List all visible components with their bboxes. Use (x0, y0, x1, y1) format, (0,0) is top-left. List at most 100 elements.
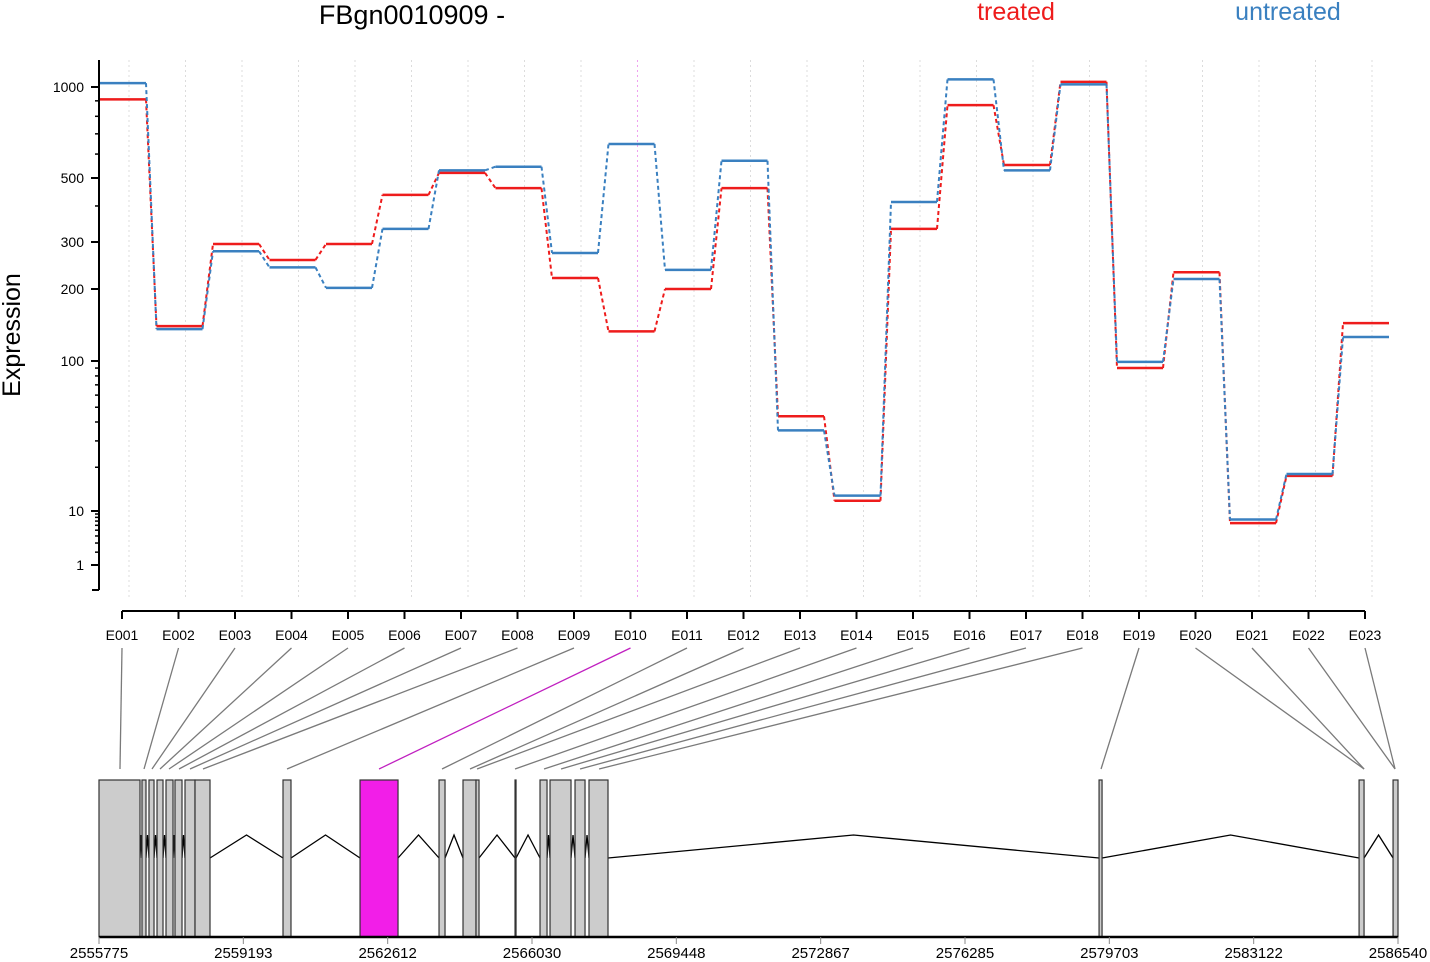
exon-box (141, 779, 147, 938)
connector-treated (314, 243, 327, 261)
connector-untreated (710, 160, 723, 270)
intron (515, 833, 541, 859)
connector-untreated (1331, 336, 1344, 475)
exon-connector-E004 (159, 647, 292, 770)
exon-box (184, 779, 196, 938)
exon-label-E021: E021 (1236, 627, 1269, 643)
connector-treated (936, 105, 949, 230)
exon-box (1392, 779, 1399, 938)
exon-connector-E017 (579, 647, 1027, 770)
exon-box (282, 779, 292, 938)
exon-box (165, 779, 174, 938)
intron (478, 833, 516, 859)
exon-connector-E021 (1251, 647, 1365, 770)
connector-untreated (1162, 278, 1175, 363)
exon-connector-E013 (476, 647, 801, 770)
intron (584, 834, 590, 859)
intron (1101, 834, 1360, 859)
exon-label-E012: E012 (727, 627, 760, 643)
exon-connector-E019 (1100, 647, 1140, 770)
connector-untreated (540, 166, 553, 254)
connector-untreated (1218, 278, 1231, 520)
connector-untreated (1105, 84, 1118, 362)
genomic-tick-label: 2569448 (647, 945, 705, 962)
connector-untreated (1275, 473, 1288, 520)
intron (570, 834, 576, 859)
intron (209, 834, 284, 859)
exon-label-E018: E018 (1066, 627, 1099, 643)
exon-box (194, 779, 211, 938)
exon-box (475, 779, 480, 938)
exon-label-E020: E020 (1179, 627, 1212, 643)
connector-untreated (201, 251, 214, 330)
genomic-tick-label: 2559193 (214, 945, 272, 962)
exon-connector-E005 (168, 647, 349, 770)
exon-box (514, 779, 517, 938)
connector-untreated (427, 170, 440, 230)
exon-connector-E009 (286, 647, 575, 770)
exon-label-E016: E016 (953, 627, 986, 643)
connector-untreated (992, 79, 1005, 171)
exon-label-E002: E002 (162, 627, 195, 643)
exon-box (359, 779, 399, 938)
intron (444, 833, 464, 859)
exon-label-E009: E009 (558, 627, 591, 643)
y-tick-label: 10 (68, 503, 84, 519)
exon-label-E004: E004 (275, 627, 308, 643)
genomic-tick-label: 2586540 (1369, 945, 1427, 962)
connector-treated (1275, 475, 1288, 524)
exon-box (539, 779, 548, 938)
connector-treated (710, 188, 723, 290)
genomic-tick-label: 2579703 (1080, 945, 1138, 962)
connector-treated (597, 277, 610, 332)
genomic-tick-label: 2566030 (503, 945, 561, 962)
exon-connector-E006 (178, 647, 405, 770)
connector-treated (371, 194, 384, 245)
chart-title: FBgn0010909 - (319, 0, 505, 30)
exon-connector-E016 (560, 647, 970, 770)
exon-box (174, 779, 183, 938)
exon-label-E007: E007 (445, 627, 478, 643)
exon-connector-E022 (1307, 647, 1396, 770)
exon-label-E015: E015 (897, 627, 930, 643)
exon-box (438, 779, 446, 938)
legend-treated: treated (977, 0, 1055, 26)
y-tick-label: 1000 (53, 79, 84, 95)
exon-box (1098, 779, 1103, 938)
connector-treated (653, 288, 666, 332)
connector-untreated (936, 79, 949, 203)
intron (607, 834, 1100, 859)
exon-connector-E010 (378, 647, 631, 770)
exon-label-E019: E019 (1123, 627, 1156, 643)
exon-label-E003: E003 (219, 627, 252, 643)
genomic-tick-label: 2572867 (791, 945, 849, 962)
y-tick-label: 300 (61, 234, 85, 250)
connector-untreated (145, 83, 158, 330)
genomic-tick-label: 2555775 (70, 945, 128, 962)
exon-label-E023: E023 (1349, 627, 1382, 643)
exon-box (148, 779, 155, 938)
exon-connector-E008 (202, 647, 518, 770)
exon-connector-E018 (598, 647, 1083, 770)
y-tick-label: 200 (61, 281, 85, 297)
connector-untreated (314, 266, 327, 289)
exon-box (462, 779, 477, 938)
legend-untreated: untreated (1235, 0, 1341, 26)
intron (290, 834, 361, 859)
y-tick-label: 1 (76, 557, 84, 573)
exon-label-E011: E011 (671, 627, 703, 643)
intron (1363, 833, 1394, 859)
connector-treated (540, 188, 553, 279)
exon-label-E014: E014 (840, 627, 873, 643)
exon-connector-E007 (189, 647, 462, 770)
connector-treated (484, 172, 497, 189)
exon-box (588, 779, 609, 938)
connector-treated (258, 243, 271, 261)
exon-box (1358, 779, 1365, 938)
exon-connector-E015 (543, 647, 914, 770)
connector-untreated (823, 430, 836, 496)
exon-label-E006: E006 (388, 627, 421, 643)
genomic-tick-label: 2583122 (1224, 945, 1282, 962)
connector-untreated (484, 165, 496, 172)
